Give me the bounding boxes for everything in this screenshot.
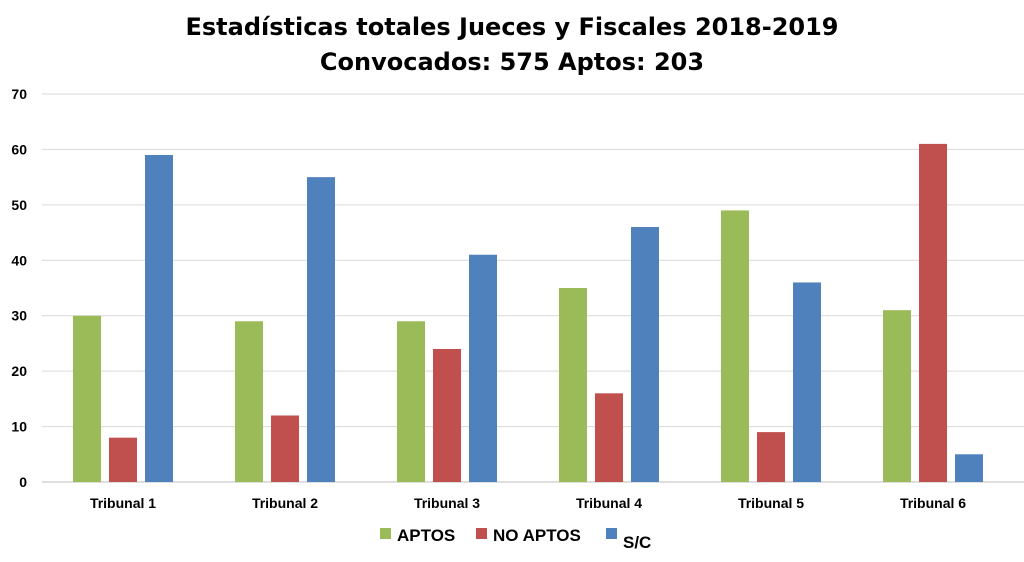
bar-aptos — [559, 288, 587, 482]
x-axis-categories: Tribunal 1 Tribunal 2 Tribunal 3 Tribunal 4… — [90, 495, 966, 511]
bar-s-c — [955, 454, 983, 482]
legend-swatch — [380, 528, 391, 539]
y-tick-label: 50 — [11, 197, 27, 213]
category-label: Tribunal 3 — [414, 495, 480, 511]
legend-swatch — [476, 528, 487, 539]
category-label: Tribunal 5 — [738, 495, 804, 511]
bar-aptos — [721, 210, 749, 482]
bars — [73, 143, 983, 482]
legend-item: S/C — [606, 528, 651, 552]
y-axis-ticks: 0 10 20 30 40 50 60 70 — [11, 86, 27, 490]
legend-label: S/C — [623, 533, 651, 552]
bar-s-c — [469, 254, 497, 482]
legend: APTOS NO APTOS S/C — [380, 526, 651, 552]
y-tick-label: 0 — [19, 474, 27, 490]
bar-no-aptos — [595, 393, 623, 482]
bar-no-aptos — [271, 415, 299, 482]
bar-s-c — [307, 177, 335, 482]
bar-aptos — [235, 321, 263, 482]
legend-item: APTOS — [380, 526, 455, 545]
gridlines — [42, 93, 1024, 483]
bar-no-aptos — [919, 143, 947, 482]
bar-s-c — [145, 154, 173, 482]
category-label: Tribunal 1 — [90, 495, 156, 511]
category-label: Tribunal 6 — [900, 495, 966, 511]
y-tick-label: 70 — [11, 86, 27, 102]
legend-label: APTOS — [397, 526, 455, 545]
legend-label: NO APTOS — [493, 526, 581, 545]
chart-title: Estadísticas totales Jueces y Fiscales 2… — [185, 13, 838, 41]
category-label: Tribunal 2 — [252, 495, 318, 511]
chart-subtitle: Convocados: 575 Aptos: 203 — [320, 48, 704, 76]
legend-item: NO APTOS — [476, 526, 581, 545]
y-tick-label: 30 — [11, 308, 27, 324]
y-tick-label: 10 — [11, 419, 27, 435]
y-tick-label: 40 — [11, 252, 27, 268]
y-tick-label: 60 — [11, 141, 27, 157]
bar-aptos — [397, 321, 425, 482]
bar-aptos — [73, 315, 101, 482]
bar-s-c — [793, 282, 821, 482]
bar-s-c — [631, 227, 659, 482]
legend-swatch — [606, 528, 617, 539]
y-tick-label: 20 — [11, 363, 27, 379]
bar-no-aptos — [109, 437, 137, 482]
bar-aptos — [883, 310, 911, 482]
category-label: Tribunal 4 — [576, 495, 642, 511]
bar-no-aptos — [757, 432, 785, 482]
bar-no-aptos — [433, 348, 461, 482]
